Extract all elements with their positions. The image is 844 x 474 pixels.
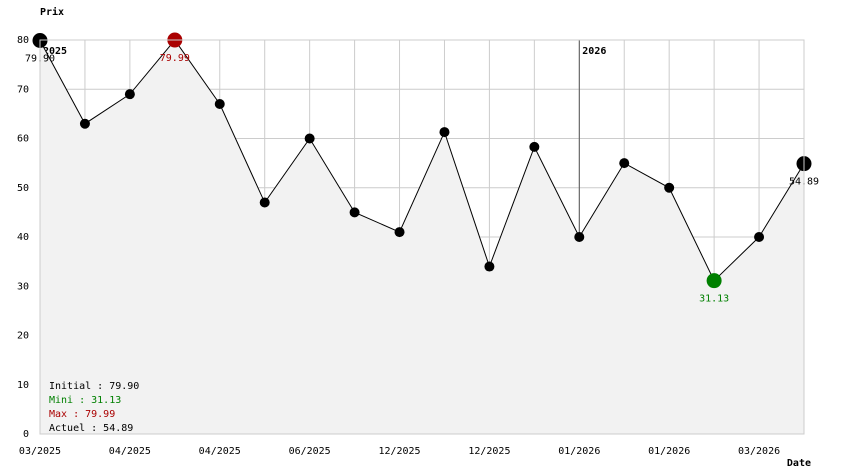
line — [39, 39, 805, 282]
stat-line: Mini : 31.13 — [49, 395, 121, 406]
y-tick-label: 0 — [23, 429, 29, 440]
data-point — [529, 141, 540, 152]
data-point — [214, 99, 225, 110]
data-point — [304, 133, 315, 144]
data-point — [79, 118, 90, 129]
y-tick-label: 30 — [17, 281, 29, 292]
x-axis-title: Date — [787, 458, 811, 469]
data-point — [124, 89, 135, 100]
y-axis-title: Prix — [40, 6, 64, 18]
data-point — [439, 127, 450, 138]
x-tick-label: 03/2026 — [738, 446, 780, 457]
value-label: 79.99 — [160, 53, 190, 64]
stat-line: Initial : 79.90 — [49, 381, 139, 392]
y-tick-label: 40 — [17, 232, 29, 243]
y-tick-label: 70 — [17, 84, 29, 95]
x-tick-label: 12/2025 — [468, 446, 510, 457]
value-label: 31.13 — [699, 294, 729, 305]
x-tick-label: 03/2025 — [19, 446, 61, 457]
x-tick-label: 12/2025 — [378, 446, 420, 457]
area — [40, 40, 804, 434]
y-tick-label: 20 — [17, 331, 29, 342]
data-point — [349, 207, 360, 218]
plot-frame — [39, 39, 805, 435]
data-point — [484, 261, 495, 272]
x-tick-label: 06/2025 — [289, 446, 331, 457]
data-point — [706, 273, 722, 289]
y-tick-label: 50 — [17, 183, 29, 194]
data-point — [754, 232, 765, 242]
y-tick-label: 80 — [17, 35, 29, 46]
x-tick-label: 04/2025 — [199, 446, 241, 457]
data-point — [574, 232, 585, 242]
data-point — [259, 197, 270, 208]
stat-line: Max : 79.99 — [49, 409, 115, 420]
y-tick-label: 10 — [17, 380, 29, 391]
x-tick-label: 01/2026 — [648, 446, 690, 457]
data-point — [619, 158, 630, 169]
x-tick-label: 01/2026 — [558, 446, 600, 457]
stat-line: Actuel : 54.89 — [49, 423, 133, 434]
year-label: 2025 — [43, 46, 67, 57]
data-point — [664, 182, 675, 193]
year-label: 2026 — [582, 46, 606, 57]
x-tick-label: 04/2025 — [109, 446, 151, 457]
data-point — [394, 227, 405, 238]
y-tick-label: 60 — [17, 134, 29, 145]
